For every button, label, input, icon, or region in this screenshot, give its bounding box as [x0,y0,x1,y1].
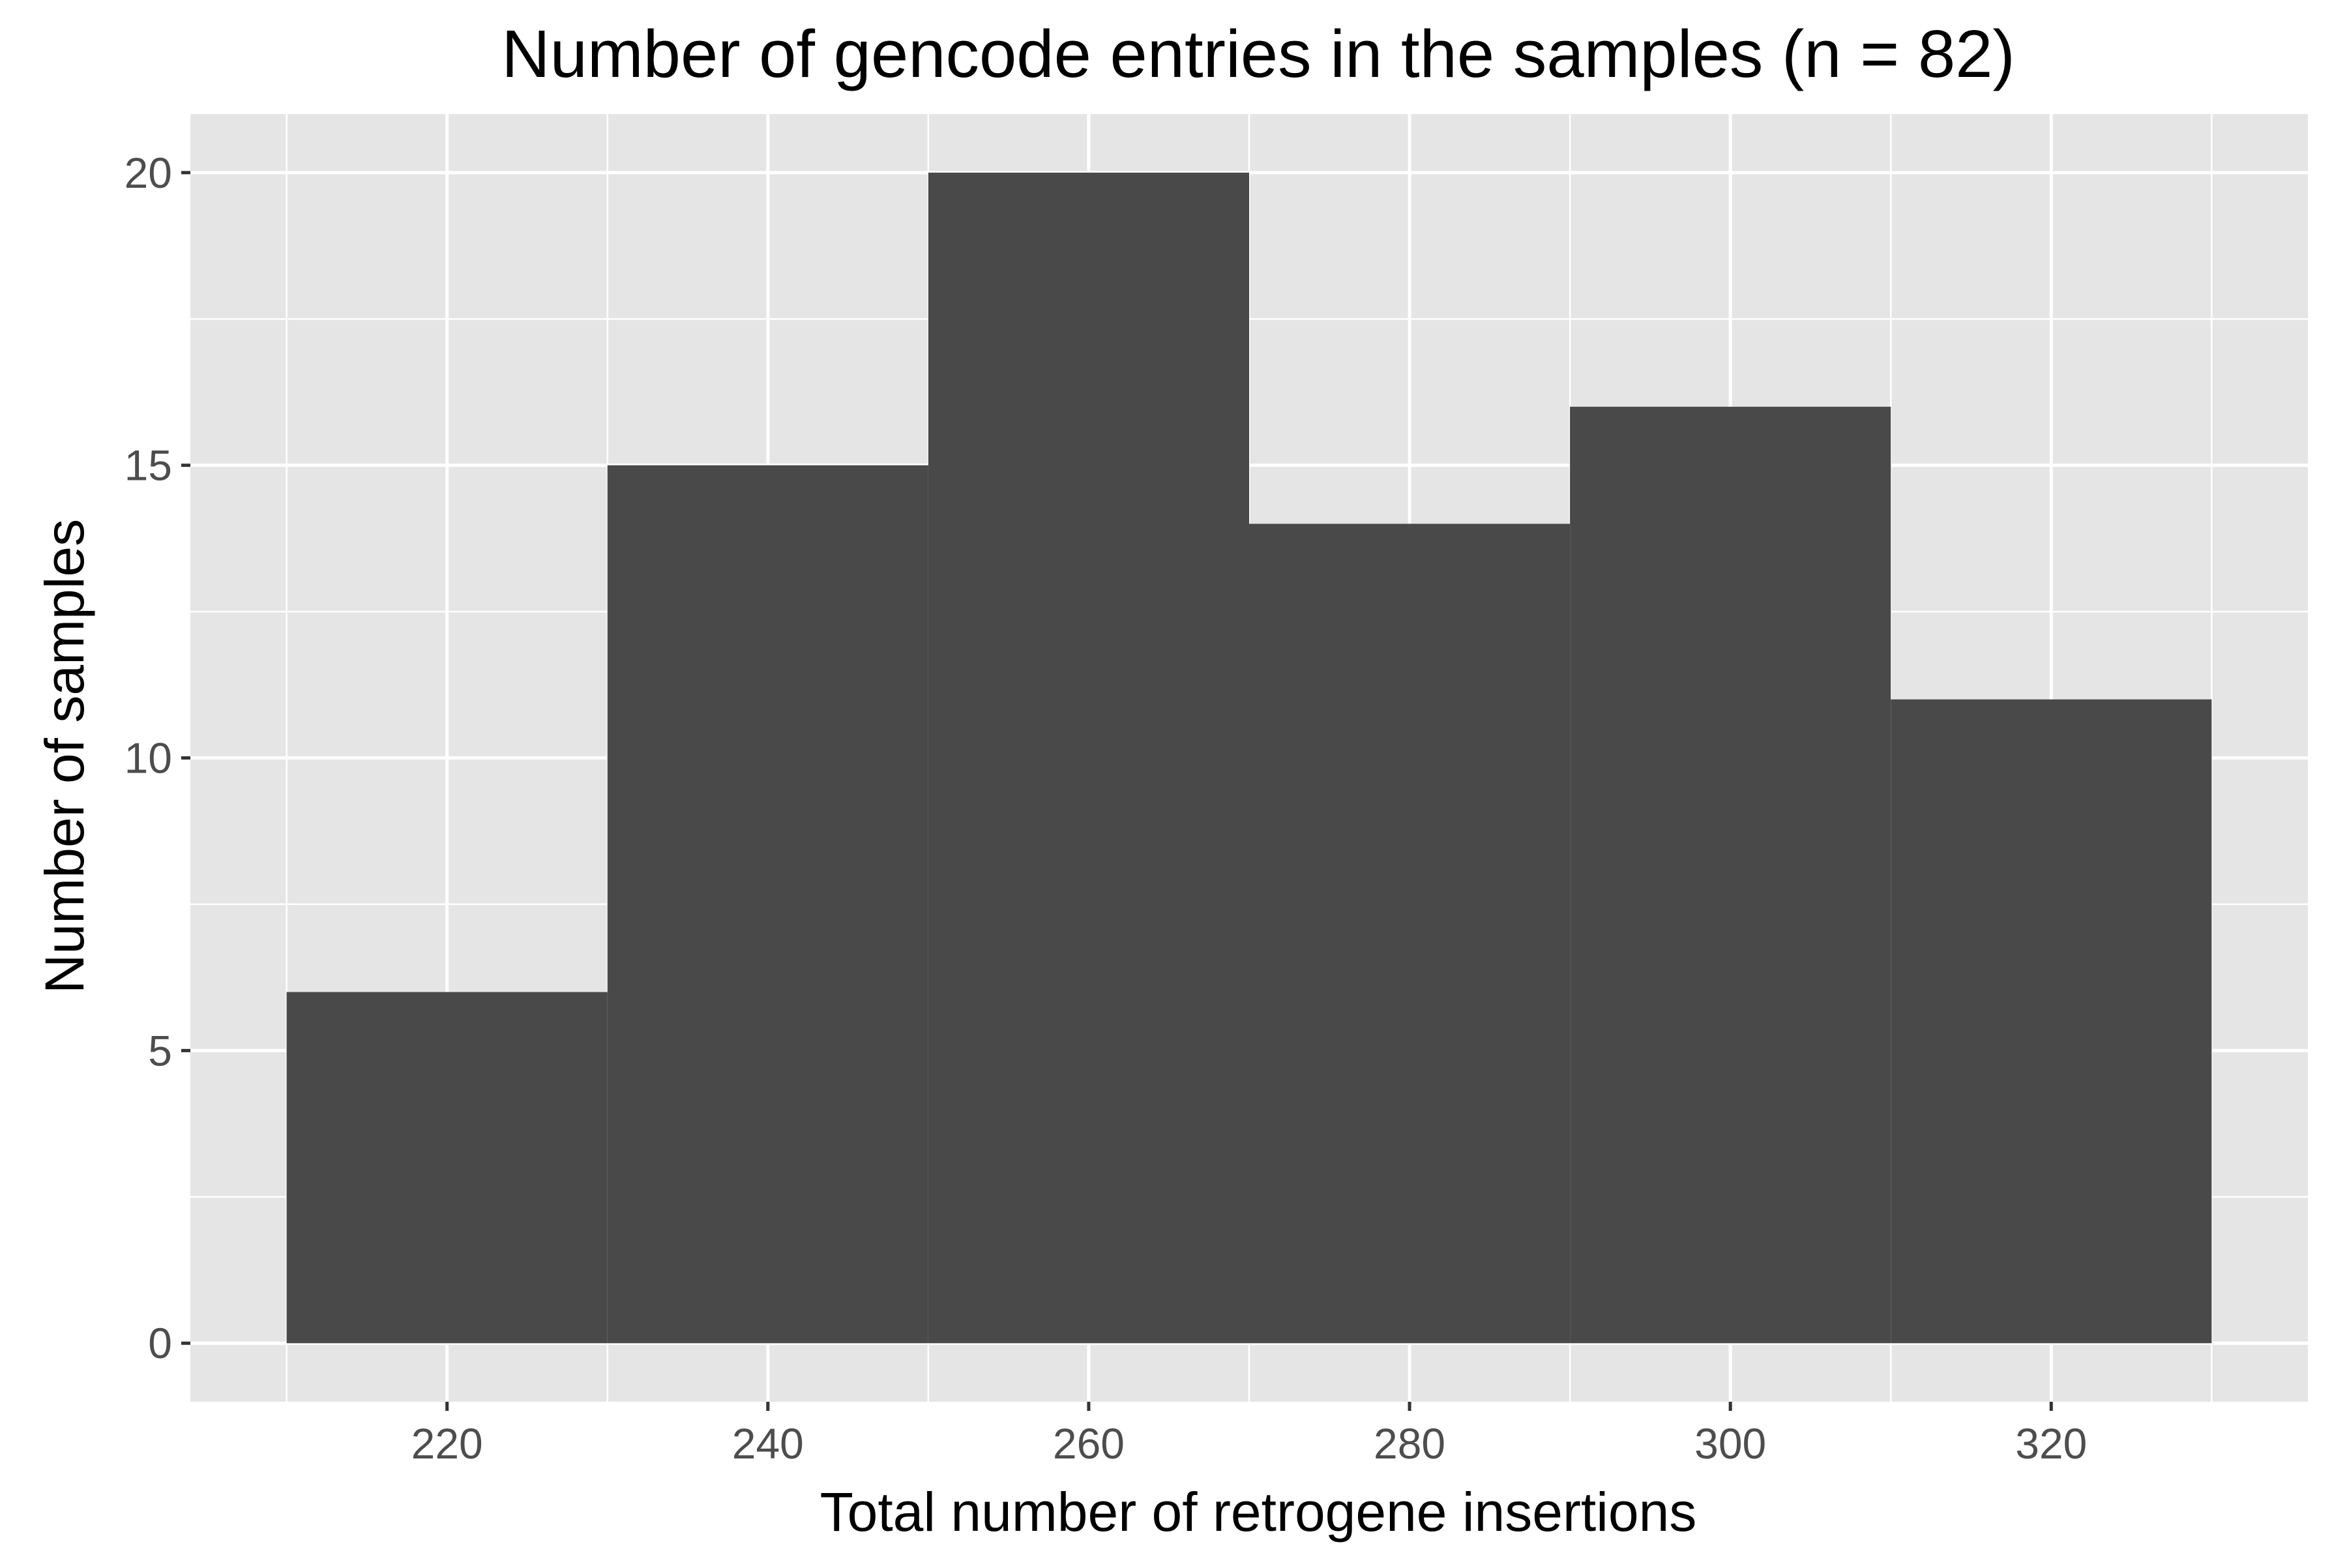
y-tick-label: 20 [125,149,172,197]
histogram-bar [607,465,928,1344]
x-tick-label: 280 [1374,1419,1445,1468]
x-axis: 220 240 260 280 300 320 [411,1402,2087,1468]
chart-title: Number of gencode entries in the samples… [501,16,2015,91]
x-tick-label: 240 [732,1419,804,1468]
y-tick-label: 10 [125,734,172,782]
y-tick-label: 5 [148,1026,172,1074]
histogram-bar [1570,406,1891,1344]
y-tick-label: 0 [148,1319,172,1367]
histogram-bars [286,172,2212,1344]
x-tick-label: 320 [2015,1419,2087,1468]
histogram-bar [928,172,1249,1344]
x-tick-label: 260 [1053,1419,1125,1468]
histogram-bar [1249,524,1571,1344]
x-axis-title: Total number of retrogene insertions [820,1481,1697,1543]
y-axis-title: Number of samples [34,519,95,994]
y-axis: 0 5 10 15 20 [125,149,190,1367]
histogram-bar [1891,699,2212,1344]
histogram-bar [286,992,608,1344]
x-tick-label: 300 [1694,1419,1766,1468]
x-tick-label: 220 [411,1419,483,1468]
y-tick-label: 15 [125,441,172,490]
